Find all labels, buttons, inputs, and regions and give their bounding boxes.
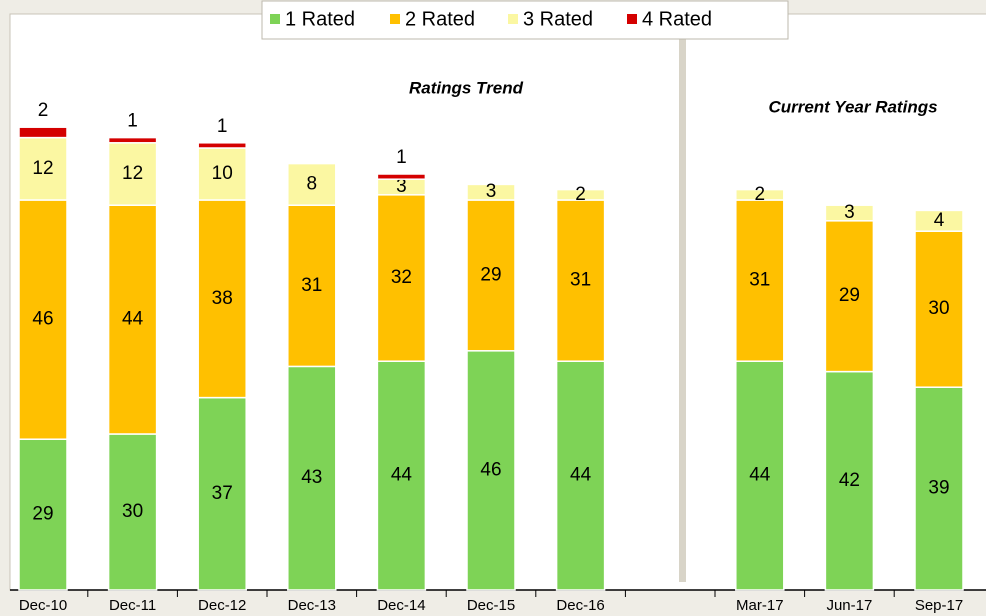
bar-segment xyxy=(466,350,516,591)
bar-segment xyxy=(555,188,606,201)
data-label: 2 xyxy=(575,184,586,205)
data-label: 3 xyxy=(486,181,497,202)
legend-label: 2 Rated xyxy=(405,8,475,30)
bar-segment xyxy=(107,136,158,144)
legend-swatch xyxy=(270,14,280,24)
bar-segment xyxy=(287,204,337,368)
data-label: 31 xyxy=(570,270,591,291)
legend-swatch xyxy=(627,14,637,24)
legend-label: 3 Rated xyxy=(523,8,593,30)
data-label: 44 xyxy=(570,465,592,486)
annotation: Current Year Ratings xyxy=(768,97,937,116)
bar-segment xyxy=(107,204,158,435)
data-label: 44 xyxy=(391,465,413,486)
data-label: 46 xyxy=(480,459,501,480)
bar-segment xyxy=(18,199,68,440)
data-label: 3 xyxy=(844,202,855,223)
bar-segment xyxy=(735,360,785,591)
data-label: 29 xyxy=(32,504,53,525)
data-label: 4 xyxy=(934,210,945,231)
x-tick-label: Dec-10 xyxy=(19,597,67,614)
data-label: 1 xyxy=(217,116,228,137)
x-tick-label: Dec-12 xyxy=(198,597,246,614)
data-label: 37 xyxy=(212,483,233,504)
bar-segment xyxy=(287,365,337,591)
data-label: 2 xyxy=(755,184,766,205)
bar-segment xyxy=(466,183,516,201)
data-label: 44 xyxy=(749,465,771,486)
x-tick-label: Jun-17 xyxy=(826,597,872,614)
data-label: 1 xyxy=(396,147,407,168)
bar-segment xyxy=(914,209,964,232)
x-tick-label: Dec-16 xyxy=(556,597,604,614)
x-tick-label: Mar-17 xyxy=(736,597,784,614)
bar-segment xyxy=(824,220,875,373)
data-label: 43 xyxy=(301,467,322,488)
bar-segment xyxy=(914,386,964,591)
bar-segment xyxy=(197,142,247,149)
bar-segment xyxy=(107,433,158,591)
x-tick-label: Dec-14 xyxy=(377,597,425,614)
x-tick-label: Dec-15 xyxy=(467,597,515,614)
x-tick-label: Dec-13 xyxy=(288,597,336,614)
legend-label: 1 Rated xyxy=(285,8,355,30)
data-label: 8 xyxy=(307,173,318,194)
bar-segment xyxy=(18,438,68,591)
bar-segment xyxy=(376,194,427,362)
bar-segment xyxy=(376,360,427,591)
data-label: 44 xyxy=(122,309,144,330)
legend-swatch xyxy=(508,14,518,24)
bar-segment xyxy=(914,230,964,388)
data-label: 42 xyxy=(839,470,860,491)
data-label: 12 xyxy=(122,163,143,184)
data-label: 1 xyxy=(127,111,138,132)
legend-box xyxy=(261,0,789,40)
data-label: 29 xyxy=(480,264,501,285)
data-label: 10 xyxy=(212,163,233,184)
data-label: 30 xyxy=(122,501,143,522)
data-label: 38 xyxy=(212,288,233,309)
bar-segment xyxy=(197,147,247,201)
bar-segment xyxy=(18,126,68,139)
annotation: Ratings Trend xyxy=(409,78,524,97)
data-label: 12 xyxy=(32,158,53,179)
bar-segment xyxy=(197,199,247,399)
data-label: 30 xyxy=(928,298,949,319)
bar-segment xyxy=(287,162,337,206)
data-label: 39 xyxy=(928,478,949,499)
data-label: 2 xyxy=(38,100,49,121)
data-label: 29 xyxy=(839,285,860,306)
bar-segment xyxy=(18,136,68,201)
data-label: 32 xyxy=(391,267,412,288)
bar-segment xyxy=(735,188,785,201)
x-tick-label: Dec-11 xyxy=(109,597,156,614)
bar-segment xyxy=(376,173,427,180)
bar-segment xyxy=(197,396,247,591)
bar-segment xyxy=(555,360,606,591)
divider xyxy=(679,30,686,582)
bar-segment xyxy=(466,199,516,352)
legend-swatch xyxy=(390,14,400,24)
data-label: 3 xyxy=(396,176,407,197)
data-label: 46 xyxy=(32,309,53,330)
x-tick-label: Sep-17 xyxy=(915,597,963,614)
legend-label: 4 Rated xyxy=(642,8,712,30)
data-label: 31 xyxy=(749,270,770,291)
data-label: 31 xyxy=(301,275,322,296)
bar-segment xyxy=(824,204,875,222)
